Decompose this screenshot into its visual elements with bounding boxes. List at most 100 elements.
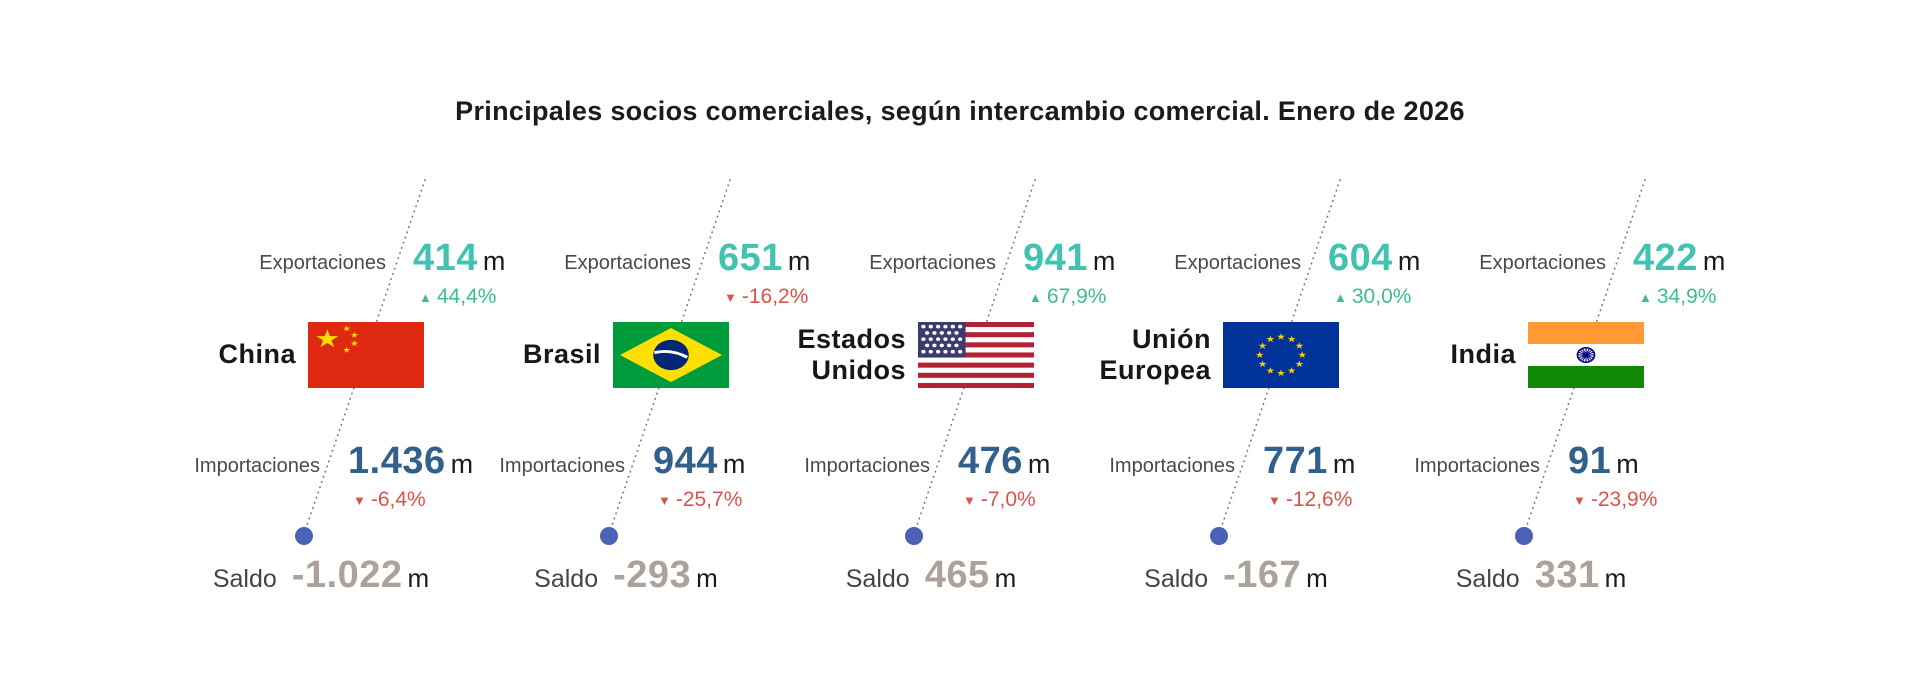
country-name: Brasil <box>522 339 601 370</box>
imports-unit: m <box>722 449 746 479</box>
connector-dot-icon <box>295 527 313 545</box>
change-triangle-icon: ▲ <box>1639 289 1652 305</box>
imports-unit: m <box>1027 449 1051 479</box>
balance-unit: m <box>1306 563 1328 593</box>
exports-change: ▲ 44,4% <box>419 285 496 309</box>
exports-change-value: 34,9% <box>1656 285 1717 308</box>
imports-change: ▼ -23,9% <box>1573 488 1657 512</box>
balance-unit: m <box>1604 563 1627 593</box>
exports-change-value: 44,4% <box>436 285 497 308</box>
exports-unit: m <box>787 246 811 276</box>
imports-amount: 91 <box>1568 440 1612 482</box>
imports-value: 771 m <box>1263 440 1355 483</box>
balance-unit: m <box>696 563 718 593</box>
exports-amount: 414 <box>413 237 478 279</box>
country-flag <box>1223 322 1339 388</box>
country-flag <box>308 322 424 388</box>
exports-change: ▲ 30,0% <box>1334 285 1411 309</box>
exports-unit: m <box>1397 246 1421 276</box>
balance-row: Saldo -1.022 m <box>192 554 498 597</box>
imports-change-value: -12,6% <box>1285 488 1353 511</box>
exports-amount: 422 <box>1633 237 1698 279</box>
balance-amount: -167 <box>1223 554 1302 596</box>
change-triangle-icon: ▼ <box>658 492 671 508</box>
balance-label: Saldo <box>1144 565 1209 593</box>
page-title: Principales socios comerciales, según in… <box>455 96 1465 126</box>
change-triangle-icon: ▲ <box>1029 289 1042 305</box>
exports-value: 651 m <box>718 237 810 280</box>
imports-label: Importaciones <box>804 455 930 477</box>
exports-change-value: 30,0% <box>1351 285 1412 308</box>
imports-value: 1.436 m <box>348 440 473 483</box>
brazil-flag-icon <box>613 322 729 388</box>
balance-amount: -1.022 <box>291 554 403 596</box>
exports-change: ▼ -16,2% <box>724 285 808 309</box>
connector-dot-icon <box>1210 527 1228 545</box>
imports-change: ▼ -25,7% <box>658 488 742 512</box>
exports-value: 604 m <box>1328 237 1420 280</box>
country-flag <box>1528 322 1644 388</box>
imports-amount: 771 <box>1263 440 1328 482</box>
balance-label: Saldo <box>1455 565 1520 593</box>
exports-value: 414 m <box>413 237 505 280</box>
eu-flag-icon <box>1223 322 1339 388</box>
imports-change-value: -23,9% <box>1590 488 1658 511</box>
exports-change: ▲ 34,9% <box>1639 285 1716 309</box>
india-flag-icon <box>1528 322 1644 388</box>
change-triangle-icon: ▲ <box>419 289 432 305</box>
country-flag <box>613 322 729 388</box>
exports-amount: 651 <box>718 237 783 279</box>
balance-row: Saldo -293 m <box>497 554 803 597</box>
imports-amount: 476 <box>958 440 1023 482</box>
imports-label: Importaciones <box>1414 455 1540 477</box>
imports-unit: m <box>450 449 474 479</box>
country-name: Unión Europea <box>1099 323 1211 385</box>
change-triangle-icon: ▼ <box>1268 492 1281 508</box>
exports-change-value: 67,9% <box>1046 285 1107 308</box>
partner-column: Exportaciones 941 m ▲ 67,9% Estados Unid… <box>797 0 1115 673</box>
partner-column: Exportaciones 414 m ▲ 44,4% China <box>192 0 505 673</box>
partner-column: Exportaciones 604 m ▲ 30,0% Unión Europe… <box>1099 0 1420 673</box>
exports-change-value: -16,2% <box>741 285 809 308</box>
imports-change-value: -25,7% <box>675 488 743 511</box>
change-triangle-icon: ▼ <box>724 289 737 305</box>
exports-change: ▲ 67,9% <box>1029 285 1106 309</box>
imports-label: Importaciones <box>1109 455 1235 477</box>
exports-amount: 604 <box>1328 237 1393 279</box>
exports-label: Exportaciones <box>564 252 691 274</box>
exports-label: Exportaciones <box>259 252 386 274</box>
balance-label: Saldo <box>534 565 599 593</box>
exports-unit: m <box>1702 246 1726 276</box>
balance-row: Saldo -167 m <box>1107 554 1413 597</box>
exports-value: 941 m <box>1023 237 1115 280</box>
balance-label: Saldo <box>845 565 910 593</box>
imports-unit: m <box>1616 449 1639 479</box>
connector-dot-icon <box>905 527 923 545</box>
exports-label: Exportaciones <box>1479 252 1606 274</box>
imports-change: ▼ -7,0% <box>963 488 1036 512</box>
country-name: Estados Unidos <box>797 323 906 385</box>
imports-change: ▼ -12,6% <box>1268 488 1352 512</box>
exports-unit: m <box>482 246 506 276</box>
connector-dot-icon <box>600 527 618 545</box>
balance-amount: 331 <box>1534 554 1600 596</box>
change-triangle-icon: ▼ <box>1573 492 1586 508</box>
balance-row: Saldo 331 m <box>1412 554 1718 597</box>
balance-amount: 465 <box>924 554 990 596</box>
connector-dot-icon <box>1515 527 1533 545</box>
imports-amount: 944 <box>653 440 718 482</box>
exports-label: Exportaciones <box>1174 252 1301 274</box>
country-name: China <box>218 339 296 370</box>
imports-label: Importaciones <box>499 455 625 477</box>
imports-label: Importaciones <box>194 455 320 477</box>
imports-change: ▼ -6,4% <box>353 488 426 512</box>
country-flag <box>918 322 1034 388</box>
imports-change-value: -7,0% <box>980 488 1036 511</box>
balance-label: Saldo <box>212 565 277 593</box>
exports-value: 422 m <box>1633 237 1725 280</box>
exports-label: Exportaciones <box>869 252 996 274</box>
change-triangle-icon: ▼ <box>353 492 366 508</box>
exports-unit: m <box>1092 246 1116 276</box>
change-triangle-icon: ▲ <box>1334 289 1347 305</box>
